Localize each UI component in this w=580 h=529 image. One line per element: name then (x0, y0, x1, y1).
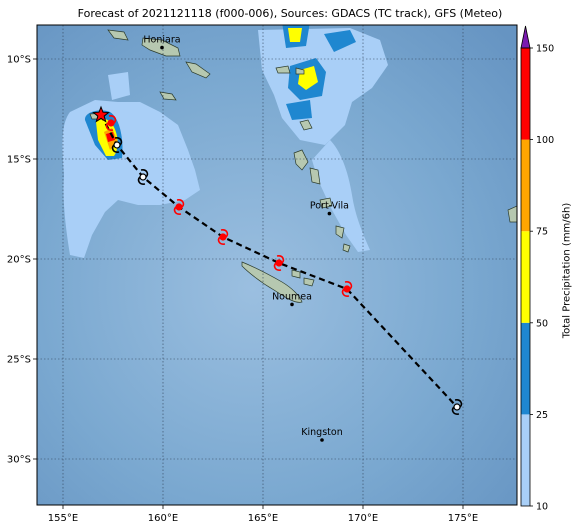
colorbar: 10 25 50 75 100 150 (520, 25, 554, 513)
island-malaita (185, 61, 211, 79)
island-new-caledonia (241, 261, 303, 303)
island-fiji-edge (507, 205, 517, 223)
colorbar-tick-label: 50 (536, 318, 548, 329)
island-tanna (342, 243, 351, 253)
city-label: Honiara (143, 35, 180, 46)
precip-area-north3-mid (324, 30, 356, 52)
tc-track-layer (92, 105, 463, 415)
lon-tick-label: 170°E (348, 513, 378, 524)
storm-marker-black (111, 137, 123, 153)
land-layer (89, 29, 517, 303)
island-efate (319, 197, 333, 209)
precip-area-west-small (108, 72, 130, 100)
storm-marker-red (341, 281, 353, 297)
lon-tick-label: 165°E (248, 513, 278, 524)
lat-tick-label: 15°S (7, 155, 31, 166)
lat-tick-label: 30°S (7, 455, 31, 466)
storm-marker-initial (105, 115, 117, 131)
storm-marker-black (451, 399, 463, 415)
island-espiritu-santo (293, 149, 309, 171)
colorbar-tick-label: 150 (536, 44, 554, 55)
city-dot (290, 302, 294, 307)
lat-tick-label: 20°S (7, 255, 31, 266)
city-layer: Honiara Port-Vila Noumea Kingston (143, 35, 349, 442)
city-dot (160, 45, 164, 50)
precip-area-north-yellow (288, 28, 302, 42)
tc-track-line (100, 114, 458, 408)
colorbar-tick-label: 75 (536, 227, 548, 238)
island-banks (299, 119, 313, 131)
colorbar-tick-label: 10 (536, 502, 548, 513)
island-loyalty-2 (303, 277, 315, 287)
island-santa-cruz (275, 65, 291, 74)
storm-marker-red (273, 255, 285, 271)
lon-tick-label: 155°E (48, 513, 78, 524)
city-dot (327, 211, 332, 216)
island-makira (159, 91, 177, 101)
colorbar-segment (521, 414, 530, 506)
lat-tick-label: 10°S (7, 55, 31, 66)
lon-tick-label: 175°E (448, 513, 478, 524)
storm-marker-red (217, 229, 229, 245)
city-label: Noumea (272, 291, 312, 302)
storm-marker-black (137, 169, 149, 185)
map-title: Forecast of 2021121118 (f000-006), Sourc… (77, 7, 503, 20)
colorbar-tick-label: 25 (536, 410, 548, 421)
island-new-georgia (107, 29, 129, 41)
city-label: Kingston (301, 427, 342, 438)
colorbar-segment (521, 231, 530, 323)
island-vanikoro (295, 67, 305, 75)
precip-area-west-red (106, 132, 115, 142)
graticule (37, 25, 517, 505)
city-label: Port-Vila (310, 201, 349, 212)
current-position-star (92, 105, 110, 123)
colorbar-segment (521, 48, 530, 140)
lat-tick-label: 25°S (7, 355, 31, 366)
precipitation-layer (62, 25, 388, 258)
colorbar-segment (521, 322, 530, 415)
precip-area-east-outer (312, 140, 370, 252)
colorbar-frame (520, 47, 531, 507)
colorbar-label: Total Precipitation (mm/6h) (561, 202, 573, 339)
island-malakula (309, 167, 321, 185)
island-erromango (335, 225, 345, 239)
precip-area-north4-mid (286, 100, 312, 120)
city-dot (320, 438, 324, 442)
colorbar-tick-label: 100 (536, 135, 554, 146)
storm-marker-red (173, 199, 185, 215)
axis-ticks: 155°E 160°E 165°E 170°E 175°E 10°S 15°S 20°S 25°… (7, 55, 478, 525)
colorbar-extend-arrow (520, 25, 531, 49)
lon-tick-label: 160°E (148, 513, 178, 524)
map-frame (36, 24, 518, 506)
colorbar-segment (521, 139, 530, 232)
island-loyalty-1 (291, 269, 301, 279)
